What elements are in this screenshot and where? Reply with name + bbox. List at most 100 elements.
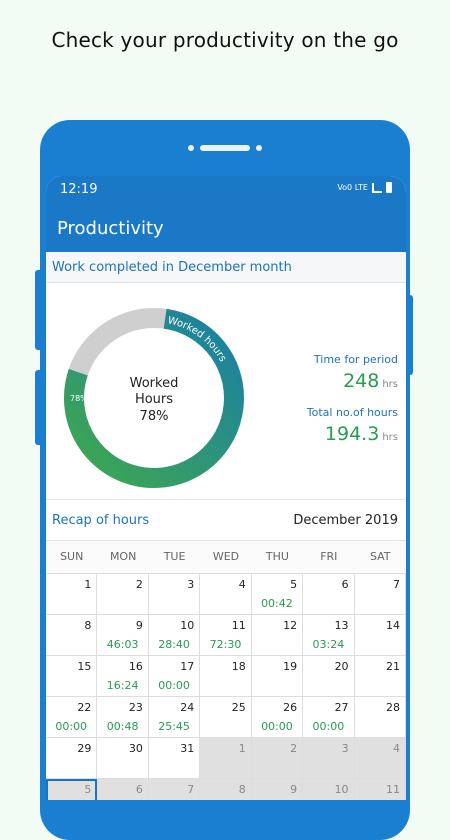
day-number: 14 [385,619,400,632]
calendar-day[interactable]: 23 00:48 [97,697,149,738]
calendar-day[interactable]: 1 [46,574,98,615]
phone-sensor [256,145,262,151]
total-label: Total no.of hours [306,406,398,419]
calendar-day[interactable]: 2 [97,574,149,615]
weekday-label: SAT [369,550,391,563]
calendar-day[interactable]: 4 [200,574,252,615]
day-number: 8 [238,783,246,796]
calendar-day[interactable]: 16 16:24 [97,656,149,697]
day-number: 1 [238,742,246,755]
weekday-label: SUN [60,550,84,563]
day-hours: 00:00 [55,720,88,733]
calendar-day[interactable]: 7 [354,574,406,615]
day-number: 4 [392,742,400,755]
recap-header: Recap of hours December 2019 [46,500,406,541]
day-number: 12 [283,619,298,632]
period-unit: hrs [382,379,398,390]
day-hours: 00:00 [261,720,293,733]
calendar-day[interactable]: 27 00:00 [303,697,355,738]
day-number: 20 [334,660,349,673]
day-number: 2 [135,578,143,591]
calendar-day[interactable]: 3 [148,574,201,615]
calendar-day[interactable]: 18 [200,656,252,697]
calendar-day[interactable]: 5 00:42 [251,574,304,615]
day-number: 10 [334,783,349,796]
day-hours: 46:03 [106,638,139,651]
day-number: 3 [341,742,349,755]
day-number: 11 [385,783,400,796]
day-number: 7 [187,783,195,796]
calendar-day[interactable]: 6 [303,574,355,615]
phone-side-button [35,370,43,445]
calendar-day[interactable]: 3 [303,738,355,779]
weekday-label: THU [265,550,289,563]
calendar-day[interactable]: 14 [354,615,406,656]
day-number: 15 [77,660,92,673]
calendar-day[interactable]: 9 [251,779,304,800]
calendar-day[interactable]: 10 [303,779,355,800]
calendar-day[interactable]: 7 [148,779,201,800]
app-bar: Productivity [46,206,406,252]
calendar-day[interactable]: 13 03:24 [303,615,355,656]
calendar-day[interactable]: 11 72:30 [200,615,252,656]
calendar-day[interactable]: 21 [354,656,406,697]
weekday-label: TUE [163,550,186,563]
calendar-day[interactable]: 30 [97,738,149,779]
day-number: 24 [180,701,195,714]
calendar-day[interactable]: 5 [46,779,98,800]
calendar-day[interactable]: 2 [251,738,304,779]
calendar-day[interactable]: 31 [148,738,201,779]
productivity-chart: Worked hours 78% Worked Hours 78% Time f… [46,283,406,500]
day-hours: 03:24 [312,638,345,651]
calendar-day[interactable]: 19 [251,656,304,697]
calendar-day[interactable]: 26 00:00 [251,697,304,738]
calendar-day[interactable]: 6 [97,779,149,800]
calendar-day[interactable]: 17 00:00 [148,656,201,697]
calendar-day[interactable]: 29 [46,738,98,779]
day-number: 28 [385,701,400,714]
day-number: 1 [84,578,92,591]
donut-chart: Worked hours 78% Worked Hours 78% [64,308,244,488]
day-number: 29 [77,742,92,755]
weekday-header: SUN MON TUE WED THU FRI SAT [46,541,406,573]
day-hours: 72:30 [209,638,242,651]
day-number: 4 [238,578,246,591]
weekday-label: FRI [320,550,338,563]
day-number: 22 [77,701,92,714]
period-label: Time for period [313,353,398,366]
day-number: 30 [128,742,143,755]
center-line-1: Worked [130,376,179,391]
calendar-day[interactable]: 25 [200,697,252,738]
day-hours: 16:24 [106,679,139,692]
period-value: 248 [343,370,380,392]
day-hours: 00:48 [106,720,139,733]
card-header: Work completed in December month [46,252,406,283]
calendar-day[interactable]: 8 [46,615,98,656]
calendar-day[interactable]: 4 [354,738,406,779]
calendar-day[interactable]: 9 46:03 [97,615,149,656]
center-line-2: Hours [135,392,173,407]
calendar-day[interactable]: 12 [251,615,304,656]
calendar-day[interactable]: 28 [354,697,406,738]
total-value-row: 194.3 hrs [307,423,398,445]
calendar-day[interactable]: 10 28:40 [148,615,201,656]
day-number: 16 [128,660,143,673]
calendar-day[interactable]: 11 [354,779,406,800]
calendar-day[interactable]: 24 25:45 [148,697,201,738]
donut-worked-arc[interactable] [64,308,244,488]
calendar-day[interactable]: 20 [303,656,355,697]
network-label: Vo0 LTE [337,183,368,192]
day-number: 10 [180,619,195,632]
calendar-day[interactable]: 22 00:00 [46,697,98,738]
calendar-day[interactable]: 8 [200,779,252,800]
day-number: 6 [341,578,349,591]
weekday-label: MON [109,550,137,563]
total-value: 194.3 [324,423,380,445]
calendar-day[interactable]: 15 [46,656,98,697]
calendar-day[interactable]: 1 [200,738,252,779]
status-time: 12:19 [60,182,98,197]
stats-panel: Time for period 248 hrs Total no.of hours… [307,353,398,445]
recap-month[interactable]: December 2019 [293,513,398,528]
recap-title: Recap of hours [52,513,150,528]
battery-icon [386,182,392,193]
